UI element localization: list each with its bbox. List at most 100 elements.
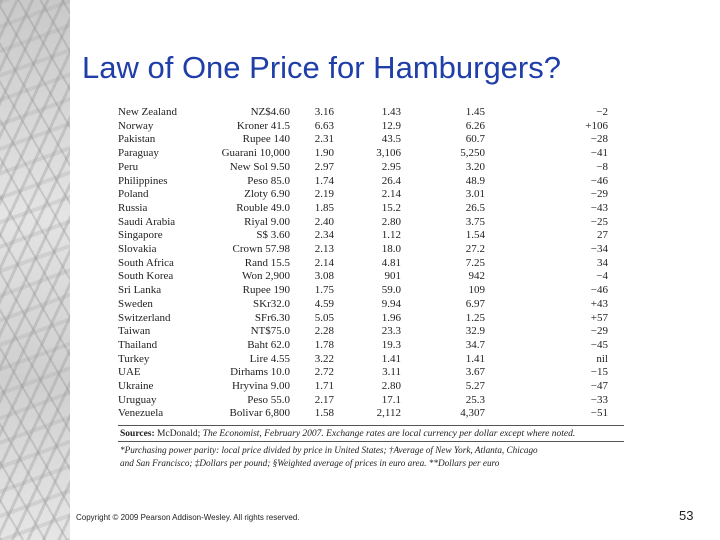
valuation-cell: −47	[590, 380, 608, 393]
exchange-rate-cell: 7.25	[465, 256, 485, 269]
country-cell: Sweden	[118, 297, 153, 310]
local-price-cell: Hryvina 9.00	[231, 380, 290, 393]
table-row: Uruguay Peso 55.0 2.17 17.1 25.3 −33	[118, 394, 608, 408]
sources-line: Sources: McDonald; The Economist, Februa…	[120, 429, 640, 439]
local-price-cell: Rand 15.5	[244, 256, 290, 269]
valuation-cell: −4	[596, 270, 608, 283]
ppp-cell: 1.96	[381, 311, 401, 324]
ppp-cell: 1.12	[381, 229, 401, 242]
ppp-cell: 1.41	[381, 352, 401, 365]
country-cell: New Zealand	[118, 106, 177, 118]
table-row: Norway Kroner 41.5 6.63 12.9 6.26 +106	[118, 120, 608, 134]
valuation-cell: −43	[590, 201, 608, 214]
country-cell: UAE	[118, 366, 141, 379]
valuation-cell: −28	[590, 133, 608, 146]
local-price-cell: Rupee 190	[242, 284, 290, 297]
country-cell: Russia	[118, 201, 148, 214]
exchange-rate-cell: 5.27	[465, 380, 485, 393]
page-number: 53	[679, 508, 694, 523]
exchange-rate-cell: 6.97	[465, 297, 485, 310]
country-cell: South Korea	[118, 270, 174, 283]
country-cell: Paraguay	[118, 147, 159, 160]
local-price-cell: Bolivar 6,800	[229, 407, 291, 420]
dollar-price-cell: 2.40	[314, 215, 334, 228]
local-price-cell: Baht 62.0	[247, 338, 290, 351]
table-row: Venezuela Bolivar 6,800 1.58 2,112 4,307 −51	[118, 407, 608, 421]
valuation-cell: −2	[596, 106, 608, 118]
ppp-cell: 59.0	[381, 284, 401, 297]
exchange-rate-cell: 6.26	[465, 119, 485, 132]
dollar-price-cell: 2.72	[314, 366, 334, 379]
exchange-rate-cell: 48.9	[465, 174, 485, 187]
table-row: Sri Lanka Rupee 190 1.75 59.0 109 −46	[118, 284, 608, 298]
exchange-rate-cell: 60.7	[465, 133, 485, 146]
exchange-rate-cell: 3.01	[465, 188, 485, 201]
table-row: South Korea Won 2,900 3.08 901 942 −4	[118, 270, 608, 284]
ppp-cell: 3,106	[376, 147, 401, 160]
valuation-cell: −33	[590, 393, 608, 406]
dollar-price-cell: 2.17	[314, 393, 334, 406]
exchange-rate-cell: 4,307	[460, 407, 485, 420]
dollar-price-cell: 2.14	[314, 256, 334, 269]
dollar-price-cell: 1.85	[314, 201, 334, 214]
table-row: Taiwan NT$75.0 2.28 23.3 32.9 −29	[118, 325, 608, 339]
dollar-price-cell: 6.63	[314, 119, 334, 132]
table-bottom-rule	[118, 425, 624, 426]
local-price-cell: Zloty 6.90	[244, 188, 290, 201]
local-price-cell: Peso 55.0	[247, 393, 290, 406]
dollar-price-cell: 2.28	[314, 325, 334, 338]
valuation-cell: +57	[590, 311, 608, 324]
sources-label: Sources:	[120, 429, 155, 439]
country-cell: Singapore	[118, 229, 163, 242]
exchange-rate-cell: 3.20	[465, 160, 485, 173]
valuation-cell: 34	[597, 256, 608, 269]
table-row: Ukraine Hryvina 9.00 1.71 2.80 5.27 −47	[118, 380, 608, 394]
country-cell: Thailand	[118, 338, 158, 351]
footnote-line-2: and San Francisco; ‡Dollars per pound; §…	[120, 457, 500, 468]
sources-rule	[118, 441, 624, 442]
ppp-cell: 2.80	[381, 215, 401, 228]
local-price-cell: Riyal 9.00	[244, 215, 290, 228]
dollar-price-cell: 2.97	[314, 160, 334, 173]
valuation-cell: −29	[590, 188, 608, 201]
ppp-cell: 15.2	[381, 201, 401, 214]
local-price-cell: SFr6.30	[254, 311, 290, 324]
exchange-rate-cell: 27.2	[465, 243, 485, 256]
valuation-cell: −51	[590, 407, 608, 420]
valuation-cell: −25	[590, 215, 608, 228]
valuation-cell: +43	[590, 297, 608, 310]
dollar-price-cell: 1.71	[314, 380, 334, 393]
valuation-cell: −45	[590, 338, 608, 351]
country-cell: Pakistan	[118, 133, 156, 146]
dollar-price-cell: 5.05	[314, 311, 334, 324]
table-row: Philippines Peso 85.0 1.74 26.4 48.9 −46	[118, 175, 608, 189]
dollar-price-cell: 4.59	[314, 297, 334, 310]
local-price-cell: NT$75.0	[250, 325, 290, 338]
table-row: Peru New Sol 9.50 2.97 2.95 3.20 −8	[118, 161, 608, 175]
dollar-price-cell: 3.16	[314, 106, 334, 118]
local-price-cell: Kroner 41.5	[236, 119, 290, 132]
ppp-cell: 9.94	[381, 297, 401, 310]
country-cell: Sri Lanka	[118, 284, 162, 297]
dollar-price-cell: 3.22	[314, 352, 334, 365]
marble-background-strip	[0, 0, 70, 540]
country-cell: South Africa	[118, 256, 174, 269]
valuation-cell: −8	[596, 160, 608, 173]
valuation-cell: −34	[590, 243, 608, 256]
local-price-cell: SKr32.0	[253, 297, 290, 310]
country-cell: Poland	[118, 188, 149, 201]
footnote-line-1: *Purchasing power parity: local price di…	[120, 445, 538, 455]
country-cell: Venezuela	[118, 407, 164, 420]
exchange-rate-cell: 3.67	[465, 366, 485, 379]
ppp-cell: 2.80	[381, 380, 401, 393]
valuation-cell: nil	[596, 352, 608, 365]
sources-text: The Economist, February 2007. Exchange r…	[202, 429, 576, 439]
dollar-price-cell: 3.08	[314, 270, 334, 283]
exchange-rate-cell: 3.75	[465, 215, 485, 228]
ppp-cell: 901	[384, 270, 402, 283]
country-cell: Switzerland	[118, 311, 171, 324]
slide-title: Law of One Price for Hamburgers?	[82, 50, 561, 85]
local-price-cell: Won 2,900	[241, 270, 290, 283]
exchange-rate-cell: 1.54	[465, 229, 485, 242]
local-price-cell: New Sol 9.50	[229, 160, 290, 173]
